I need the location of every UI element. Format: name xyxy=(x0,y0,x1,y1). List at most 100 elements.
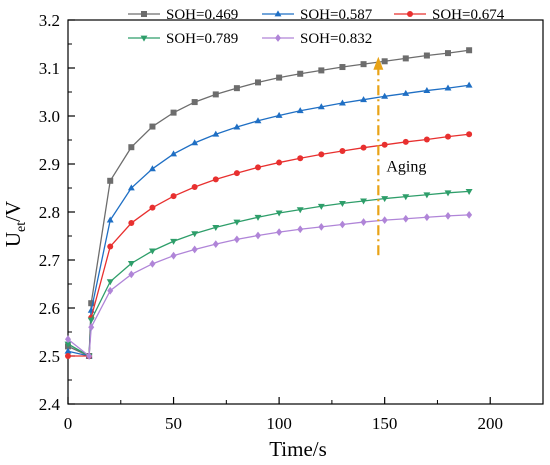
data-point xyxy=(296,107,304,114)
data-point xyxy=(127,184,135,191)
legend-marker xyxy=(141,11,147,17)
data-point xyxy=(276,159,283,166)
data-point xyxy=(254,117,262,124)
legend-item: SOH=0.674 xyxy=(394,7,505,23)
y-axis-title-subscript: et xyxy=(14,222,29,232)
data-point xyxy=(465,188,473,195)
data-point xyxy=(275,210,283,217)
data-point xyxy=(360,218,367,226)
series-4 xyxy=(64,188,473,360)
data-point xyxy=(212,130,220,137)
legend-label: SOH=0.469 xyxy=(166,7,238,23)
x-tick-label: 50 xyxy=(165,414,182,433)
data-point xyxy=(233,219,241,226)
data-point xyxy=(423,136,430,143)
data-point xyxy=(88,300,95,307)
data-point xyxy=(402,194,410,201)
data-point xyxy=(65,353,71,359)
y-tick-label: 3.1 xyxy=(39,59,60,78)
data-point xyxy=(465,81,473,88)
legend-marker xyxy=(407,11,413,17)
data-point xyxy=(423,52,430,59)
data-point xyxy=(360,198,368,205)
data-point xyxy=(148,248,156,255)
y-tick-label: 2.5 xyxy=(39,347,60,366)
data-point xyxy=(212,91,219,98)
x-tick-label: 100 xyxy=(266,414,292,433)
data-point xyxy=(445,50,451,57)
legend-label: SOH=0.587 xyxy=(300,7,373,23)
aging-annotation: Aging xyxy=(373,56,426,256)
y-tick-label: 3.0 xyxy=(39,107,60,126)
data-point xyxy=(339,220,346,229)
data-point xyxy=(402,55,409,62)
series-line xyxy=(67,214,470,358)
y-axis-title: Uet/V xyxy=(1,201,29,247)
y-tick-label: 3.2 xyxy=(39,11,60,30)
data-point xyxy=(276,228,283,237)
data-point xyxy=(276,74,283,81)
y-tick-label: 2.8 xyxy=(39,203,60,222)
legend-item: SOH=0.469 xyxy=(128,7,238,23)
plot-frame xyxy=(67,19,544,405)
y-tick-label: 2.7 xyxy=(39,251,61,270)
data-point xyxy=(87,317,95,324)
data-point xyxy=(318,67,325,74)
series-line xyxy=(67,84,470,357)
x-axis-title: Time/s xyxy=(269,437,327,461)
data-point xyxy=(106,279,114,286)
data-point xyxy=(297,225,304,234)
data-point xyxy=(64,341,72,348)
data-point xyxy=(233,85,240,92)
legend-marker xyxy=(274,10,282,17)
legend-item: SOH=0.587 xyxy=(262,7,373,23)
data-point xyxy=(233,123,241,130)
data-point xyxy=(338,200,346,207)
data-point xyxy=(106,216,114,223)
legend-label: SOH=0.674 xyxy=(432,7,505,23)
data-point xyxy=(170,109,177,116)
legend-marker xyxy=(275,34,281,42)
data-point xyxy=(360,61,367,68)
data-point xyxy=(191,231,199,238)
data-point xyxy=(149,259,156,268)
data-point xyxy=(466,131,473,138)
data-point xyxy=(88,323,95,332)
data-point xyxy=(107,286,114,295)
data-point xyxy=(297,155,304,162)
data-point xyxy=(466,210,473,219)
data-point xyxy=(381,58,388,65)
data-point xyxy=(297,70,304,77)
data-point xyxy=(107,243,114,250)
y-tick-label: 2.6 xyxy=(39,299,60,318)
data-point xyxy=(191,99,198,106)
y-axis-title-suffix: /V xyxy=(1,201,25,222)
x-tick-label: 150 xyxy=(372,414,398,433)
data-point xyxy=(64,347,72,354)
data-point xyxy=(381,216,388,225)
data-point xyxy=(170,150,178,157)
data-point xyxy=(318,222,325,231)
legend-item: SOH=0.832 xyxy=(262,31,372,47)
data-point xyxy=(149,204,156,211)
data-point xyxy=(254,214,262,221)
y-tick-label: 2.9 xyxy=(39,155,60,174)
data-point xyxy=(191,245,198,254)
data-point xyxy=(86,352,93,360)
data-point xyxy=(191,184,198,191)
data-point xyxy=(423,213,430,222)
data-point xyxy=(402,89,410,96)
series-1 xyxy=(65,47,473,359)
legend-marker xyxy=(140,35,148,42)
data-point xyxy=(423,86,431,93)
data-point xyxy=(445,211,451,220)
y-tick-label: 2.4 xyxy=(39,395,61,414)
data-point xyxy=(339,64,346,71)
data-point xyxy=(191,139,199,146)
data-point xyxy=(233,235,240,244)
series-2 xyxy=(64,81,473,359)
data-point xyxy=(128,144,135,151)
data-point xyxy=(296,207,304,214)
legend-label: SOH=0.832 xyxy=(300,31,372,47)
